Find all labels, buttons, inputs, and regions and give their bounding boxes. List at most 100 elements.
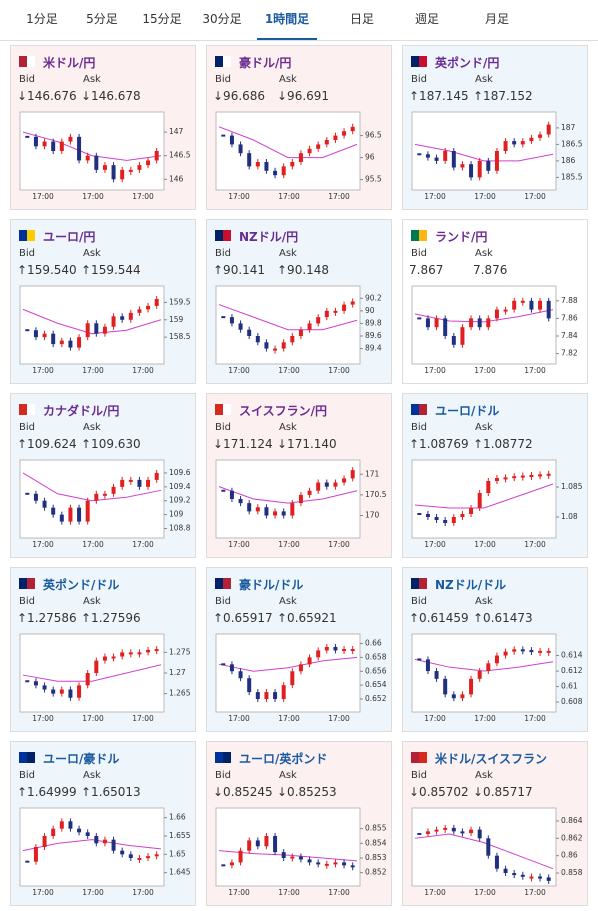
candle [281, 685, 286, 700]
candle [425, 514, 430, 517]
tab[interactable]: 週足 [414, 12, 439, 26]
y-tick-label: 7.88 [561, 296, 578, 305]
y-tick-label: 0.862 [561, 833, 583, 842]
candle [77, 136, 82, 161]
y-tick-label: 109 [169, 510, 184, 519]
candle [221, 134, 226, 137]
x-tick-label: 17:00 [524, 540, 546, 549]
flag [411, 404, 427, 415]
candle [443, 520, 448, 523]
price-value: ↑109.630 [81, 437, 141, 451]
candle [460, 831, 465, 834]
candle [25, 135, 30, 138]
y-tick-label: 159 [169, 315, 184, 324]
candle [477, 671, 482, 679]
y-tick-label: 159.5 [169, 297, 191, 306]
y-tick-label: 0.61 [561, 682, 578, 691]
currency-panel[interactable]: 豪ドル/円 Bid Ask ↓96.686 ↓96.691 95.5 96 96.5 17:00… [206, 45, 392, 210]
moving-average [218, 126, 358, 159]
tab[interactable]: 月足 [484, 12, 509, 26]
currency-panel[interactable]: ユーロ/円 Bid Ask ↑159.540 ↑159.544 158.5 159 159.5… [10, 219, 196, 384]
tab[interactable]: 30分足 [202, 12, 242, 26]
y-tick-label: 1.655 [169, 831, 191, 840]
y-tick-label: 0.654 [365, 680, 387, 689]
y-tick-label: 186 [561, 156, 576, 165]
candle [538, 474, 543, 477]
candle [333, 135, 338, 140]
currency-panel[interactable]: NZドル/円 Bid Ask ↑90.141 ↑90.148 89.4 89.6 89.8 90… [206, 219, 392, 384]
candle [221, 663, 226, 666]
price-label: Ask [475, 74, 493, 85]
pair-title: 豪ドル/ドル [239, 578, 304, 592]
mini-chart: 158.5 159 159.5 17:00 17:00 17:00 [19, 285, 191, 375]
mini-chart: 1.08 1.085 17:00 17:00 17:00 [411, 459, 583, 549]
currency-panel[interactable]: 米ドル/円 Bid Ask ↓146.676 ↓146.678 146 146.5 147 17… [10, 45, 196, 210]
price-label: Bid [215, 248, 231, 259]
candle [469, 164, 474, 178]
candle [273, 836, 278, 853]
price-value: ↑90.148 [277, 263, 330, 277]
tab-bar: 1分足 5分足 15分足 30分足 1時間足 日足 週足 月足 [0, 0, 598, 41]
candle [529, 475, 534, 477]
candle [290, 503, 295, 516]
mini-chart: 89.4 89.6 89.8 90 90.2 17:00 17:00 17:00 [215, 285, 382, 375]
x-tick-label: 17:00 [424, 192, 446, 201]
candle [529, 876, 534, 879]
currency-panel[interactable]: ユーロ/ドル Bid Ask ↑1.08769 ↑1.08772 1.08 1.085 17:… [402, 393, 588, 558]
candle [342, 649, 347, 652]
y-tick-label: 90.2 [365, 293, 382, 302]
candle [434, 829, 439, 832]
x-tick-label: 17:00 [82, 366, 104, 375]
x-tick-label: 17:00 [424, 888, 446, 897]
pair-title: 英ポンド/円 [435, 56, 500, 70]
candle [290, 856, 295, 859]
candle [417, 317, 422, 320]
price-label: Bid [411, 74, 427, 85]
price-label: Ask [83, 596, 101, 607]
price-value: ↑159.544 [81, 263, 141, 277]
mini-chart: 170 170.5 171 17:00 17:00 17:00 [215, 459, 387, 549]
x-tick-label: 17:00 [328, 888, 350, 897]
x-tick-label: 17:00 [424, 714, 446, 723]
candle [324, 482, 329, 487]
currency-panel[interactable]: 英ポンド/円 Bid Ask ↑187.145 ↑187.152 185.5 186 186.… [402, 45, 588, 210]
currency-panel[interactable]: ユーロ/豪ドル Bid Ask ↑1.64999 ↑1.65013 1.645 1.65 1.… [10, 741, 196, 906]
x-tick-label: 17:00 [132, 888, 154, 897]
currency-panel[interactable]: 英ポンド/ドル Bid Ask ↑1.27586 ↑1.27596 1.265 1.27 1.… [10, 567, 196, 732]
currency-panel[interactable]: カナダドル/円 Bid Ask ↑109.624 ↑109.630 108.8 109 109… [10, 393, 196, 558]
price-label: Bid [215, 422, 231, 433]
price-value: ↓146.678 [81, 89, 141, 103]
price-label: Bid [19, 770, 35, 781]
currency-panel[interactable]: スイスフラン/円 Bid Ask ↓171.124 ↓171.140 170 170.5 17… [206, 393, 392, 558]
tab[interactable]: 5分足 [86, 12, 118, 26]
candle [221, 489, 226, 492]
currency-panel[interactable]: 米ドル/スイスフラン Bid Ask ↓0.85702 ↓0.85717 0.858 0.8… [402, 741, 588, 906]
currency-panel[interactable]: 豪ドル/ドル Bid Ask ↑0.65917 ↑0.65921 0.652 0.654 0.… [206, 567, 392, 732]
candle [451, 694, 456, 699]
y-tick-label: 0.858 [561, 868, 583, 877]
candle [520, 300, 525, 303]
y-tick-label: 0.864 [561, 816, 583, 825]
price-label: Bid [411, 770, 427, 781]
candle [342, 131, 347, 136]
chart-frame [19, 459, 165, 539]
tab[interactable]: 1分足 [26, 12, 58, 26]
candle [434, 318, 439, 328]
candle [128, 169, 133, 172]
tab[interactable]: 日足 [349, 12, 374, 26]
y-tick-label: 0.855 [365, 824, 387, 833]
currency-panel[interactable]: ランド/円 Bid Ask 7.867 7.876 7.82 7.84 7.86 7.88 17:… [402, 219, 588, 384]
price-value: ↑1.27586 [17, 611, 77, 625]
candle [111, 839, 116, 851]
candle [255, 162, 260, 167]
price-label: Ask [475, 422, 493, 433]
currency-panel[interactable]: NZドル/ドル Bid Ask ↑0.61459 ↑0.61473 0.608 0.61 0.… [402, 567, 588, 732]
tab[interactable]: 15分足 [142, 12, 182, 26]
candle [238, 144, 243, 154]
currency-panel[interactable]: ユーロ/英ポンド Bid Ask ↓0.85245 ↓0.85253 0.852 0.853… [206, 741, 392, 906]
candle [512, 476, 517, 479]
mini-chart: 108.8 109 109.2 109.4 109.6 17:00 17:00 17:00 [19, 459, 191, 549]
tab[interactable]: 1時間足 [257, 0, 317, 40]
candle [503, 309, 508, 312]
candle [307, 859, 312, 863]
